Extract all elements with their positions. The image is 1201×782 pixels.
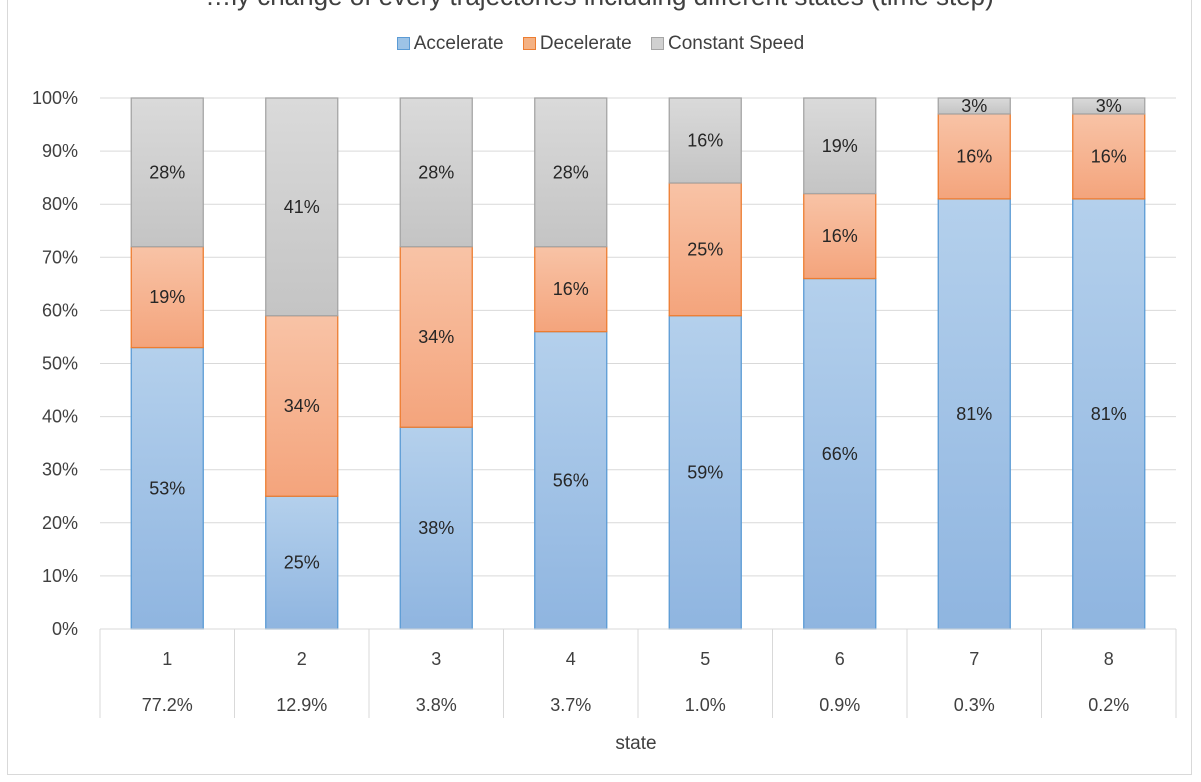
legend-swatch-accelerate	[396, 37, 410, 50]
legend-label-accelerate: Accelerate	[413, 33, 504, 54]
data-label: 19%	[822, 136, 858, 156]
bar-constant-speed	[803, 97, 877, 195]
data-label: 16%	[956, 146, 992, 166]
data-label: 28%	[418, 162, 454, 182]
x-tick-sublabel: 0.9%	[819, 695, 860, 715]
data-label: 25%	[687, 239, 723, 259]
x-tick-sublabel: 0.2%	[1088, 695, 1129, 715]
data-label: 28%	[149, 162, 185, 182]
y-tick-label: 80%	[42, 194, 78, 214]
data-label: 59%	[687, 462, 723, 482]
data-label: 66%	[822, 444, 858, 464]
axes: 0% 10% 20% 30% 40% 50% 60% 70% 80% 90% 100% 1 77.2% 2…	[32, 88, 1177, 718]
legend-item-accelerate: Accelerate	[396, 33, 504, 55]
data-labels: 53% 19% 28% 25% 34% 41% 38% 34% 28% 56% 16% 28% 59% 2…	[149, 96, 1127, 573]
y-tick-label: 100%	[32, 88, 78, 108]
data-label: 16%	[1091, 146, 1127, 166]
bar-decelerate	[1072, 113, 1146, 200]
data-label: 16%	[822, 226, 858, 246]
bar-accelerate	[534, 330, 608, 630]
bar-accelerate	[803, 277, 877, 630]
y-tick-label: 70%	[42, 247, 78, 267]
data-label: 41%	[284, 197, 320, 217]
bar-constant-speed	[130, 97, 204, 248]
legend-item-constant-speed: Constant Speed	[650, 33, 805, 55]
x-tick-sublabel: 12.9%	[276, 695, 327, 715]
bar-decelerate	[668, 182, 742, 317]
x-tick-label: 8	[1104, 649, 1114, 669]
bar-constant-speed	[937, 97, 1011, 115]
legend: Accelerate Decelerate Constant Speed	[0, 33, 1201, 55]
data-label: 38%	[418, 518, 454, 538]
data-label: 3%	[1096, 96, 1122, 116]
data-label: 19%	[149, 287, 185, 307]
bar-accelerate	[668, 315, 742, 630]
y-tick-label: 20%	[42, 513, 78, 533]
data-label: 16%	[687, 130, 723, 150]
x-tick-sublabel: 3.8%	[416, 695, 457, 715]
data-label: 3%	[961, 96, 987, 116]
bar-constant-speed	[399, 97, 473, 248]
bar-constant-speed	[1072, 97, 1146, 115]
bar-accelerate	[937, 198, 1011, 630]
bar-decelerate	[937, 113, 1011, 200]
data-label: 28%	[553, 162, 589, 182]
x-tick-sublabel: 3.7%	[550, 695, 591, 715]
x-tick-sublabel: 0.3%	[954, 695, 995, 715]
y-tick-label: 90%	[42, 141, 78, 161]
bar-constant-speed	[265, 97, 339, 317]
bar-decelerate	[803, 192, 877, 280]
legend-label-decelerate: Decelerate	[539, 33, 632, 54]
y-tick-label: 50%	[42, 354, 78, 374]
x-axis-title: state	[615, 733, 656, 754]
legend-swatch-decelerate	[522, 37, 536, 50]
chart-title: …ly change of every trajectories includi…	[7, 0, 1192, 12]
data-label: 53%	[149, 478, 185, 498]
data-label: 16%	[553, 279, 589, 299]
legend-label-constant-speed: Constant Speed	[667, 33, 805, 54]
legend-swatch-constant-speed	[650, 37, 664, 50]
data-label: 34%	[284, 396, 320, 416]
y-tick-label: 30%	[42, 460, 78, 480]
x-tick-label: 1	[162, 649, 172, 669]
y-tick-label: 40%	[42, 407, 78, 427]
bar-decelerate	[265, 315, 339, 497]
x-tick-label: 7	[969, 649, 979, 669]
bars	[130, 97, 1146, 630]
x-tick-label: 5	[700, 649, 710, 669]
x-tick-sublabel: 1.0%	[685, 695, 726, 715]
x-tick-label: 2	[297, 649, 307, 669]
gridlines	[100, 97, 1176, 630]
bar-decelerate	[534, 246, 608, 333]
y-tick-label: 60%	[42, 300, 78, 320]
bar-decelerate	[399, 246, 473, 428]
data-label: 81%	[1091, 404, 1127, 424]
bar-decelerate	[130, 246, 204, 349]
bar-accelerate	[1072, 198, 1146, 630]
y-tick-label: 10%	[42, 566, 78, 586]
chart-frame	[7, 0, 1192, 775]
x-tick-label: 3	[431, 649, 441, 669]
data-label: 56%	[553, 470, 589, 490]
y-tick-label: 0%	[52, 619, 78, 639]
data-label: 25%	[284, 553, 320, 573]
bar-constant-speed	[534, 97, 608, 248]
bar-accelerate	[265, 495, 339, 630]
data-label: 34%	[418, 327, 454, 347]
x-tick-label: 4	[566, 649, 576, 669]
data-label: 81%	[956, 404, 992, 424]
x-tick-label: 6	[835, 649, 845, 669]
legend-item-decelerate: Decelerate	[522, 33, 632, 55]
bar-constant-speed	[668, 97, 742, 184]
x-tick-sublabel: 77.2%	[142, 695, 193, 715]
